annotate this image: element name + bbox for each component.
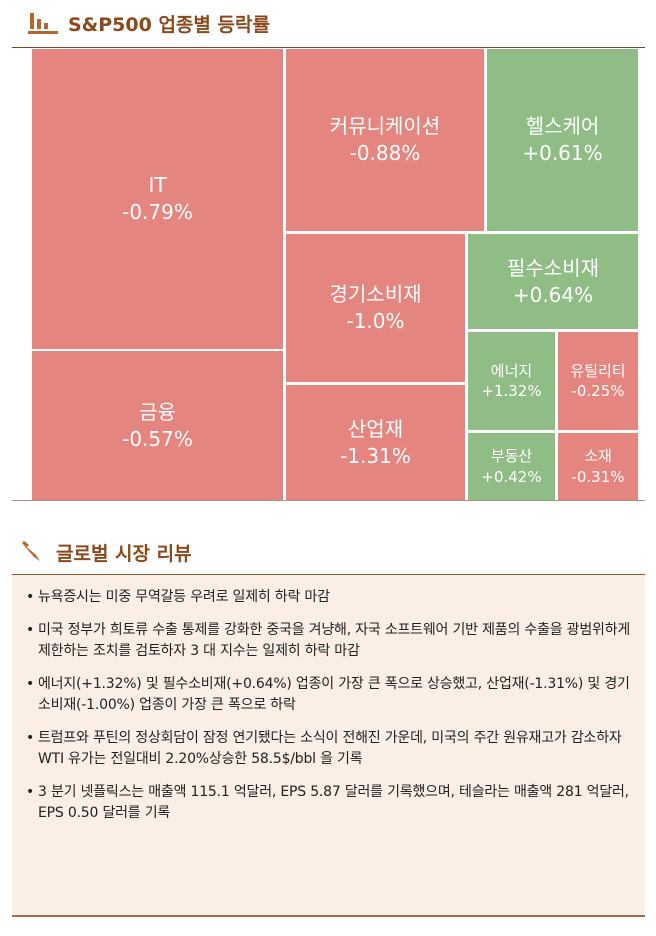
treemap-cell: 필수소비재 +0.64% bbox=[468, 234, 638, 329]
sector-change: +0.42% bbox=[481, 467, 542, 486]
divider bbox=[12, 47, 645, 48]
sector-change: -1.31% bbox=[340, 443, 411, 468]
treemap-cell: 커뮤니케이션 -0.88% bbox=[286, 49, 484, 231]
divider bbox=[12, 500, 645, 501]
sector-change: +0.64% bbox=[512, 282, 594, 307]
sector-change: -1.0% bbox=[346, 309, 405, 333]
sector-name: 금융 bbox=[139, 399, 176, 424]
review-item: 트럼프와 푸틴의 정상회담이 잠정 연기됐다는 소식이 전해진 가운데, 미국의… bbox=[26, 728, 631, 770]
review-item: 3 분기 넷플릭스는 매출액 115.1 억달러, EPS 5.87 달러를 기… bbox=[26, 782, 631, 824]
sector-name: 헬스케어 bbox=[525, 114, 600, 138]
treemap-cell: 유틸리티 -0.25% bbox=[558, 332, 638, 430]
treemap-cell: 소재 -0.31% bbox=[558, 433, 638, 500]
chart-title: S&P500 업종별 등락률 bbox=[68, 13, 270, 36]
sector-change: -0.57% bbox=[122, 426, 193, 451]
section-title-sp500: S&P500 업종별 등락률 bbox=[28, 8, 270, 38]
sector-change: +0.61% bbox=[522, 141, 603, 165]
review-item: 에너지(+1.32%) 및 필수소비재(+0.64%) 업종이 가장 큰 폭으로… bbox=[26, 674, 631, 716]
sector-change: +1.32% bbox=[481, 382, 542, 400]
treemap-cell: 헬스케어 +0.61% bbox=[487, 49, 638, 231]
sector-name: 부동산 bbox=[490, 447, 533, 466]
sector-name: 유틸리티 bbox=[570, 361, 626, 380]
sector-name: 산업재 bbox=[347, 416, 404, 441]
treemap-cell: 산업재 -1.31% bbox=[286, 385, 465, 500]
sector-name: IT bbox=[148, 173, 167, 197]
sector-name: 커뮤니케이션 bbox=[329, 114, 441, 138]
treemap-cell: 에너지 +1.32% bbox=[468, 332, 555, 430]
treemap-cell: 경기소비재 -1.0% bbox=[286, 234, 465, 382]
review-item: 뉴욕증시는 미중 무역갈등 우려로 일제히 하락 마감 bbox=[26, 587, 631, 608]
sector-name: 필수소비재 bbox=[507, 255, 599, 280]
section-title-review: 글로벌 시장 리뷰 bbox=[20, 537, 192, 567]
sector-name: 소재 bbox=[584, 447, 612, 466]
bar-chart-icon bbox=[28, 13, 58, 34]
pen-icon bbox=[22, 541, 40, 561]
sector-change: -0.25% bbox=[571, 382, 625, 400]
treemap-cell: 금융 -0.57% bbox=[32, 351, 283, 500]
sector-change: -0.88% bbox=[349, 141, 421, 165]
review-item: 미국 정부가 희토류 수출 통제를 강화한 중국을 겨냥해, 자국 소프트웨어 … bbox=[26, 620, 631, 662]
sector-change: -0.31% bbox=[571, 467, 625, 486]
review-title: 글로벌 시장 리뷰 bbox=[56, 542, 192, 565]
sector-change: -0.79% bbox=[122, 200, 193, 224]
review-box: 뉴욕증시는 미중 무역갈등 우려로 일제히 하락 마감 미국 정부가 희토류 수… bbox=[12, 574, 645, 917]
treemap-cell: IT -0.79% bbox=[32, 49, 283, 349]
treemap-cell: 부동산 +0.42% bbox=[468, 433, 555, 500]
sector-name: 경기소비재 bbox=[329, 282, 422, 306]
sector-name: 에너지 bbox=[490, 361, 533, 380]
